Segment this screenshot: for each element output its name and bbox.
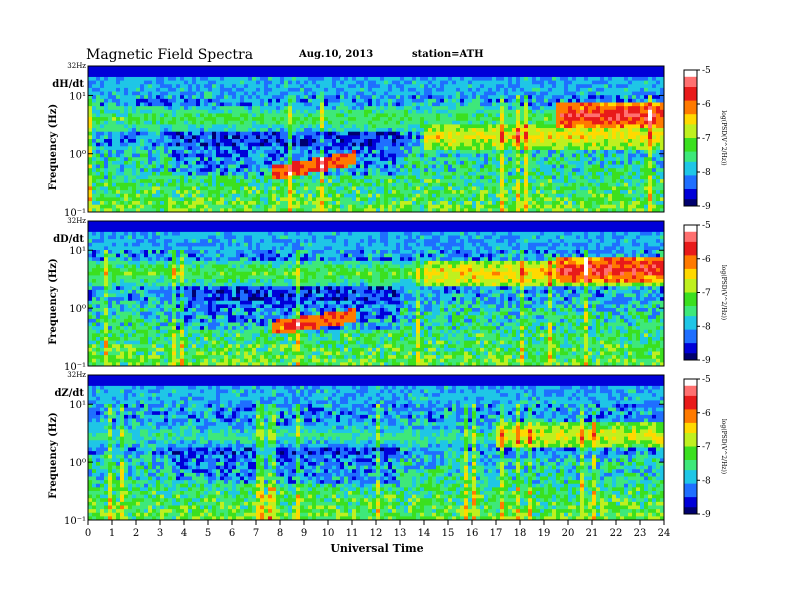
x-tick-label: 19 [538, 528, 551, 539]
y-tick-label: 10¹ [69, 91, 86, 102]
x-tick-label: 5 [205, 528, 211, 539]
x-tick-label: 7 [253, 528, 259, 539]
x-tick-label: 22 [610, 528, 623, 539]
y-tick-label: 10⁰ [69, 458, 86, 469]
panel-label: dZ/dt [54, 388, 84, 399]
y-axis-label: Frequency (Hz) [48, 412, 59, 498]
station-label: station=ATH [412, 49, 484, 60]
colorbar-tick-label: -7 [702, 134, 711, 144]
x-tick-label: 14 [418, 528, 431, 539]
colorbar-tick-label: -6 [702, 100, 711, 110]
x-tick-label: 12 [370, 528, 383, 539]
x-tick-label: 18 [514, 528, 527, 539]
x-tick-label: 21 [586, 528, 599, 539]
colorbar-tick-label: -5 [702, 221, 711, 231]
colorbar-tick-label: -8 [702, 322, 711, 332]
colorbar-label: log(PSD(V^2/Hz)) [720, 110, 727, 165]
y-tick-label: 32Hz [67, 217, 86, 225]
y-tick-label: 10¹ [69, 246, 86, 257]
x-tick-label: 8 [277, 528, 283, 539]
x-tick-label: 2 [133, 528, 139, 539]
y-tick-label: 10⁰ [69, 304, 86, 315]
panel-label: dH/dt [52, 79, 84, 90]
colorbar-tick-label: -5 [702, 66, 711, 76]
colorbar-tick-label: -8 [702, 476, 711, 486]
colorbar-tick-label: -7 [702, 289, 711, 299]
y-tick-label: 32Hz [67, 371, 86, 379]
x-tick-label: 17 [490, 528, 503, 539]
colorbar: -5 -6 -7 -8 -9 log(PSD(V^2/Hz)) [684, 66, 727, 212]
colorbar-tick-label: -7 [702, 443, 711, 453]
x-tick-label: 10 [322, 528, 335, 539]
colorbar-tick-label: -6 [702, 255, 711, 265]
colorbar-tick-label: -9 [702, 202, 711, 212]
x-axis-label: Universal Time [330, 542, 423, 555]
date-label: Aug.10, 2013 [298, 49, 373, 60]
x-tick-label: 9 [301, 528, 307, 539]
colorbar-label: log(PSD(V^2/Hz)) [720, 265, 727, 320]
colorbars: -5 -6 -7 -8 -9 log(PSD(V^2/Hz)) -5 -6 -7 -8 -9 log(… [684, 66, 727, 520]
x-tick-label: 16 [466, 528, 479, 539]
x-tick-label: 11 [346, 528, 359, 539]
colorbar-tick-label: -8 [702, 168, 711, 178]
x-tick-label: 24 [658, 528, 671, 539]
x-tick-label: 13 [394, 528, 407, 539]
colorbar-label: log(PSD(V^2/Hz)) [720, 419, 727, 474]
x-axis: 0 1 2 3 4 5 6 7 8 9 10 11 12 13 14 15 16 17 18 19 20 21 22 23 24 [85, 520, 671, 539]
figure-title: Magnetic Field Spectra [86, 47, 253, 63]
colorbar-tick-label: -9 [702, 356, 711, 366]
x-tick-label: 1 [109, 528, 115, 539]
colorbar: -5 -6 -7 -8 -9 log(PSD(V^2/Hz)) [684, 375, 727, 520]
x-tick-label: 6 [229, 528, 235, 539]
x-tick-label: 3 [157, 528, 163, 539]
y-tick-label: 10⁰ [69, 150, 86, 161]
x-tick-label: 0 [85, 528, 91, 539]
spectrogram-panels: dH/dt Frequency (Hz) 32Hz 10¹ 10⁰ 10⁻¹ dD/dt Fr… [48, 62, 664, 527]
colorbar: -5 -6 -7 -8 -9 log(PSD(V^2/Hz)) [684, 221, 727, 366]
colorbar-tick-label: -6 [702, 409, 711, 419]
x-tick-label: 23 [634, 528, 647, 539]
y-tick-label: 10¹ [69, 400, 86, 411]
spectrogram-dz-dt: dZ/dt Frequency (Hz) 32Hz 10¹ 10⁰ 10⁻¹ [48, 371, 664, 527]
y-axis-label: Frequency (Hz) [48, 104, 59, 190]
x-tick-label: 20 [562, 528, 575, 539]
y-tick-label: 10⁻¹ [64, 516, 86, 527]
colorbar-tick-label: -5 [702, 375, 711, 385]
y-axis-label: Frequency (Hz) [48, 258, 59, 344]
x-tick-label: 15 [442, 528, 455, 539]
panel-label: dD/dt [53, 234, 84, 245]
x-tick-label: 4 [181, 528, 187, 539]
colorbar-tick-label: -9 [702, 510, 711, 520]
y-tick-label: 32Hz [67, 62, 86, 70]
